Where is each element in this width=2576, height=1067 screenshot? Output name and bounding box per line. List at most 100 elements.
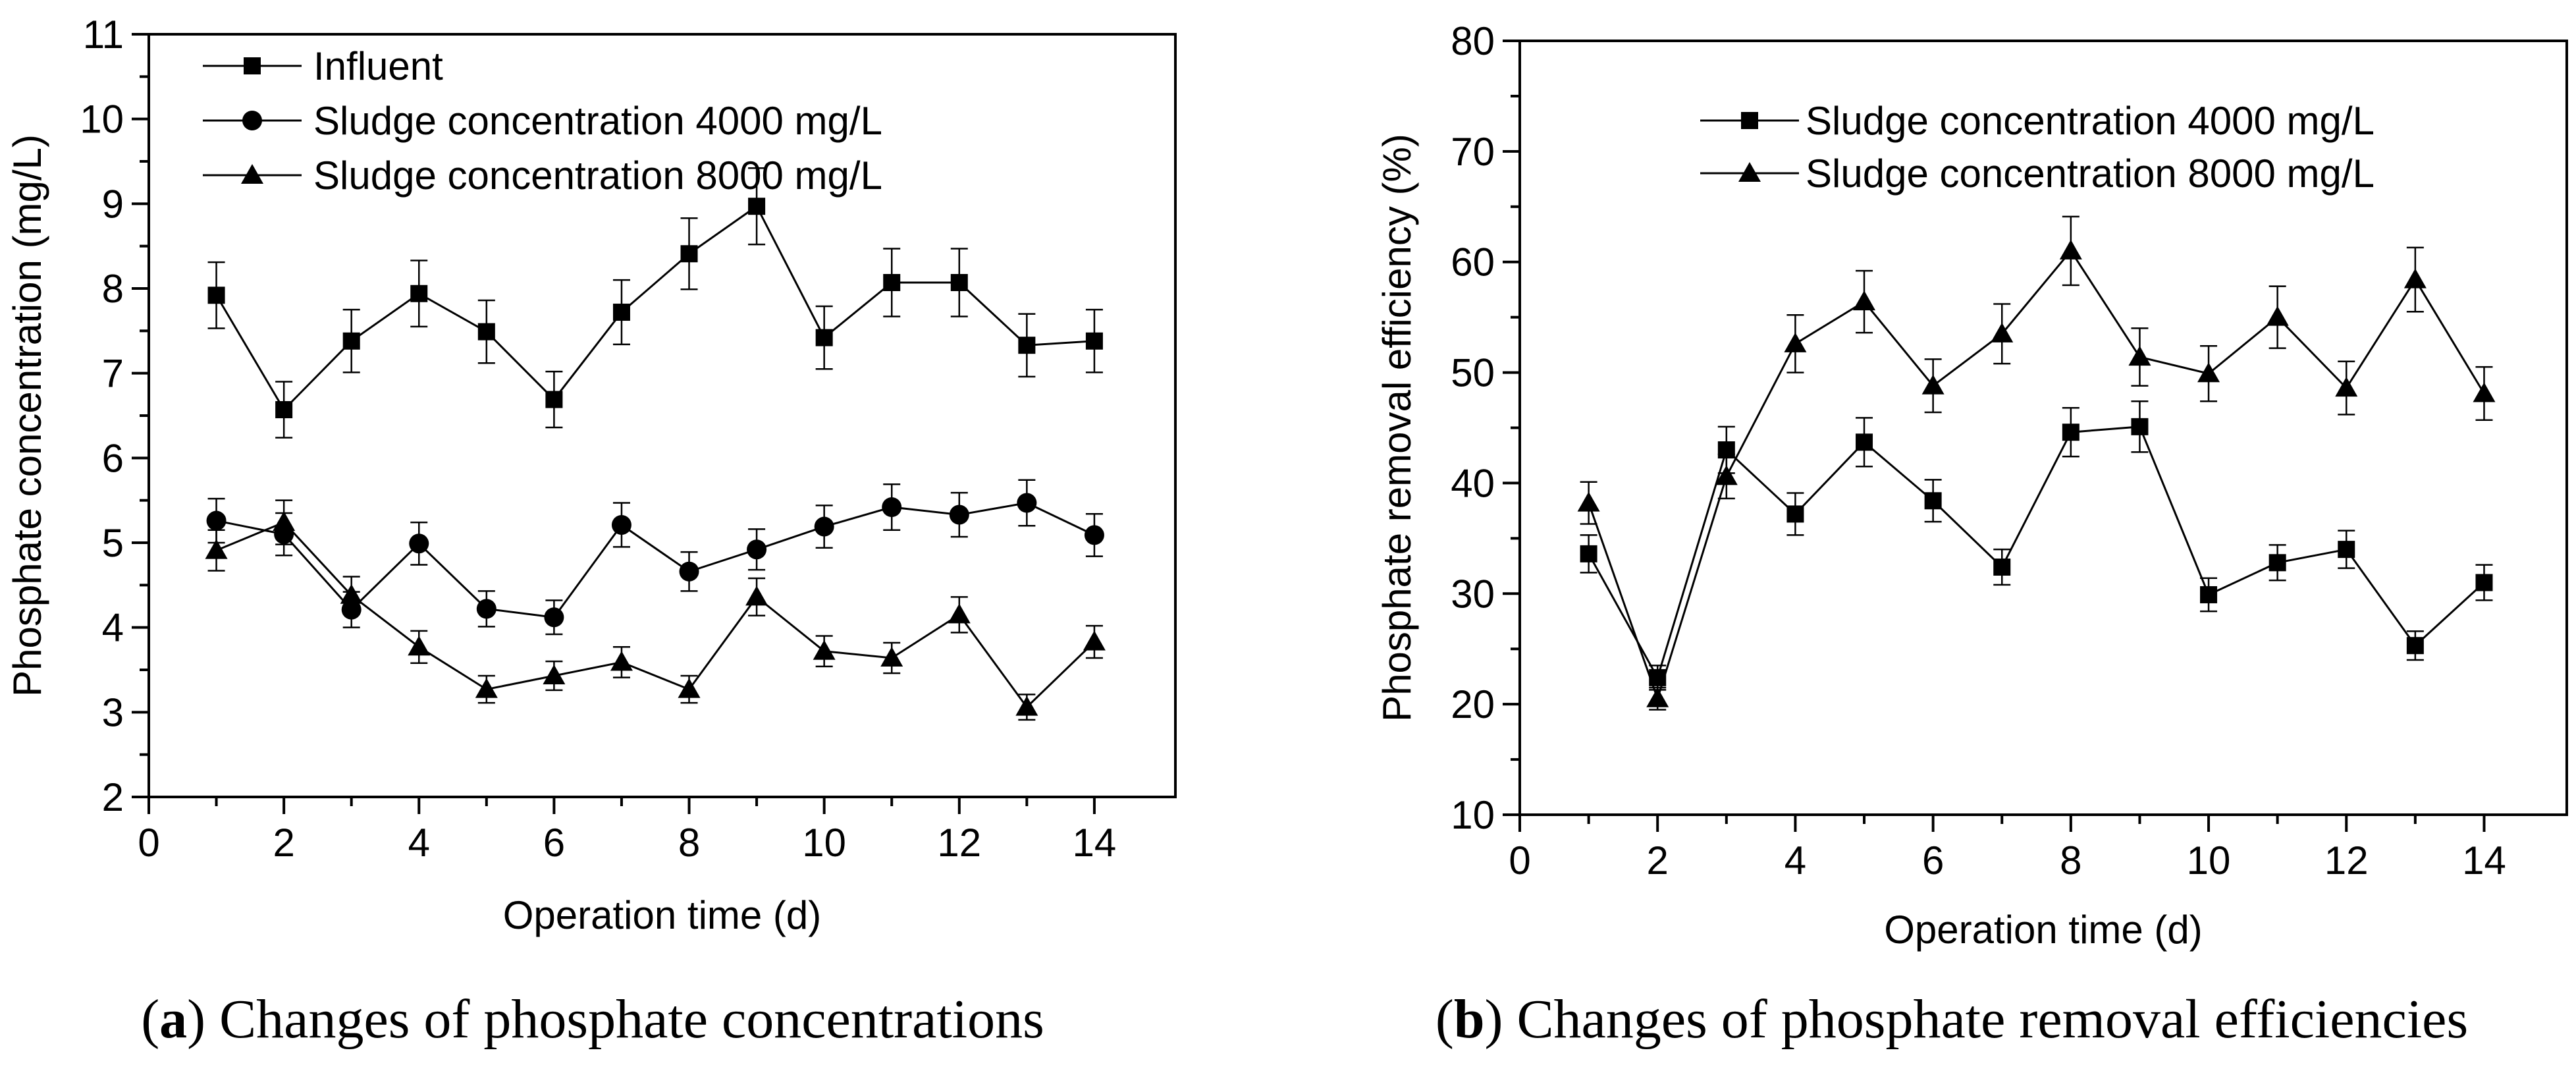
panel-a-x-tick-label: 6	[543, 821, 565, 865]
panel-a-series-3-point	[408, 636, 431, 656]
panel-a-caption: (a) Changes of phosphate concentrations	[141, 989, 1044, 1050]
panel-a-series-3-point	[475, 678, 498, 698]
panel-a-x-tick-label: 8	[678, 821, 700, 865]
panel-a-legend-label: Sludge concentration 4000 mg/L	[313, 99, 882, 143]
panel-a-series-1-point	[815, 329, 833, 346]
panel-a-series-3-point	[205, 539, 228, 559]
panel-b-series-2-point	[1715, 465, 1738, 485]
panel-a-series-3-point	[610, 651, 633, 671]
panel-a-series-2-point	[409, 534, 429, 554]
panel-b-series-1-point	[1993, 559, 2011, 576]
panel-a-y-tick-label: 2	[102, 775, 124, 819]
panel-a-y-tick-label: 9	[102, 182, 124, 226]
panel-b-x-tick-label: 12	[2324, 838, 2369, 883]
panel-b-x-tick-label: 8	[2060, 838, 2081, 883]
panel-b-series-2-point	[1921, 374, 1945, 395]
panel-b-series-1-point	[1580, 545, 1597, 562]
panel-a-series-3-point	[880, 646, 903, 667]
panel-b-series-1-point	[2131, 418, 2149, 435]
panel-a-series-2-line	[216, 501, 1095, 618]
panel-a-caption-text: ) Changes of phosphate concentrations	[187, 989, 1044, 1050]
panel-b-caption: (b) Changes of phosphate removal efficie…	[1436, 989, 2468, 1050]
panel-a-series-1-point	[545, 391, 563, 408]
panel-a-series-2-point	[206, 510, 227, 531]
panel-a-series-1-point	[1085, 332, 1103, 350]
panel-b-y-tick-label: 70	[1451, 130, 1495, 174]
panel-a-legend-label: Sludge concentration 8000 mg/L	[313, 153, 882, 198]
panel-b-x-tick-label: 6	[1922, 838, 1944, 883]
panel-a-series-1-point	[950, 273, 968, 291]
panel-b-series-1-point	[1856, 433, 1873, 451]
panel-b-caption-text: ) Changes of phosphate removal efficienc…	[1485, 989, 2469, 1050]
panel-a-y-tick-label: 4	[102, 606, 124, 650]
panel-a-series-3-point	[1083, 630, 1106, 651]
panel-a-y-tick-label: 11	[83, 13, 124, 57]
panel-b-series-2-point	[1784, 332, 1807, 352]
panel-b-legend-label: Sludge concentration 8000 mg/L	[1806, 151, 2375, 196]
panel-b-series-1-point	[2475, 574, 2493, 591]
panel-a-series-2-point	[882, 497, 902, 517]
panel-b-y-tick-label: 40	[1451, 461, 1495, 505]
panel-a-series-1-point	[342, 332, 360, 350]
panel-a-series-1-point	[275, 400, 293, 418]
panel-b-x-axis-title: Operation time (d)	[1884, 908, 2203, 952]
panel-b-x-tick-label: 2	[1647, 838, 1669, 883]
panel-b-series-2-point	[1853, 290, 1876, 311]
panel-a-y-tick-label: 6	[102, 436, 124, 480]
panel-a-x-tick-label: 14	[1073, 821, 1117, 865]
panel-a-x-tick-label: 0	[138, 821, 159, 865]
panel-b-series-1-point	[2200, 586, 2218, 603]
panel-b-y-tick-label: 50	[1451, 351, 1495, 395]
panel-a-legend-marker	[242, 111, 262, 130]
panel-a-series-3-point	[745, 586, 768, 606]
panel-a-series-3-line	[215, 521, 1095, 709]
panel-b-series-2-point	[1577, 491, 1600, 512]
panel-a-series-2-point	[544, 607, 564, 628]
panel-b-y-tick-label: 60	[1451, 240, 1495, 285]
panel-a-series-1-point	[612, 304, 630, 321]
panel-a-series-3-point	[273, 511, 296, 532]
panel-b-chart: 0 2 4 6 8 10 12 14 10 20 30 40 50 60 70 80 Sludge conce…	[1375, 19, 2568, 1050]
panel-a-series	[205, 167, 1106, 721]
panel-a-series-1-point	[1018, 337, 1036, 354]
panel-a-series-1-point	[477, 323, 495, 341]
panel-a-caption-open: (	[141, 989, 159, 1050]
panel-b-series-1-point	[2062, 424, 2080, 441]
panel-b-series-1-point	[2338, 541, 2355, 559]
panel-a-legend-marker	[241, 164, 263, 184]
panel-b-legend-label: Sludge concentration 4000 mg/L	[1806, 99, 2375, 143]
panel-b-series-2-point	[2335, 377, 2358, 397]
panel-a-series-3-point	[1015, 696, 1038, 716]
panel-b-series-1-point	[1786, 505, 1804, 523]
panel-a-series-2-point	[679, 561, 699, 582]
panel-b-y-tick-label: 80	[1451, 19, 1495, 63]
panel-a-series-1	[207, 167, 1103, 439]
panel-b-x-tick-label: 4	[1784, 838, 1806, 883]
panel-b-series-2-point	[2266, 306, 2289, 326]
panel-b-y-tick-label: 30	[1451, 572, 1495, 616]
panel-a-series-1-point	[748, 198, 766, 215]
panel-a-series-2-point	[747, 539, 767, 560]
panel-a-series-3	[205, 499, 1106, 721]
panel-b-series-2-point	[1991, 322, 2014, 342]
panel-a-legend: Influent Sludge concentration 4000 mg/L Sl…	[203, 44, 882, 198]
panel-a-x-tick-label: 12	[937, 821, 981, 865]
panel-b-x-tick-label: 0	[1509, 838, 1530, 883]
panel-b-series-1-point	[1924, 492, 1942, 510]
panel-b-series-2-point	[2403, 268, 2427, 288]
panel-b-caption-letter: b	[1454, 989, 1485, 1050]
panel-a-series-2-point	[1084, 525, 1104, 545]
panel-b-y-axis-title: Phosphate removal efficiency (%)	[1375, 134, 1419, 722]
panel-a-caption-letter: a	[159, 989, 187, 1050]
panel-a-series-3-point	[543, 665, 566, 685]
panel-b-legend: Sludge concentration 4000 mg/L Sludge con…	[1700, 99, 2375, 196]
panel-a-y-tick-label: 10	[80, 97, 124, 142]
panel-b-legend-marker	[1738, 162, 1761, 182]
panel-a-legend-marker	[244, 57, 261, 74]
panel-a-series-1-point	[680, 245, 698, 263]
panel-a-series-2-point	[1017, 493, 1037, 513]
panel-a-y-tick-label: 8	[102, 267, 124, 311]
